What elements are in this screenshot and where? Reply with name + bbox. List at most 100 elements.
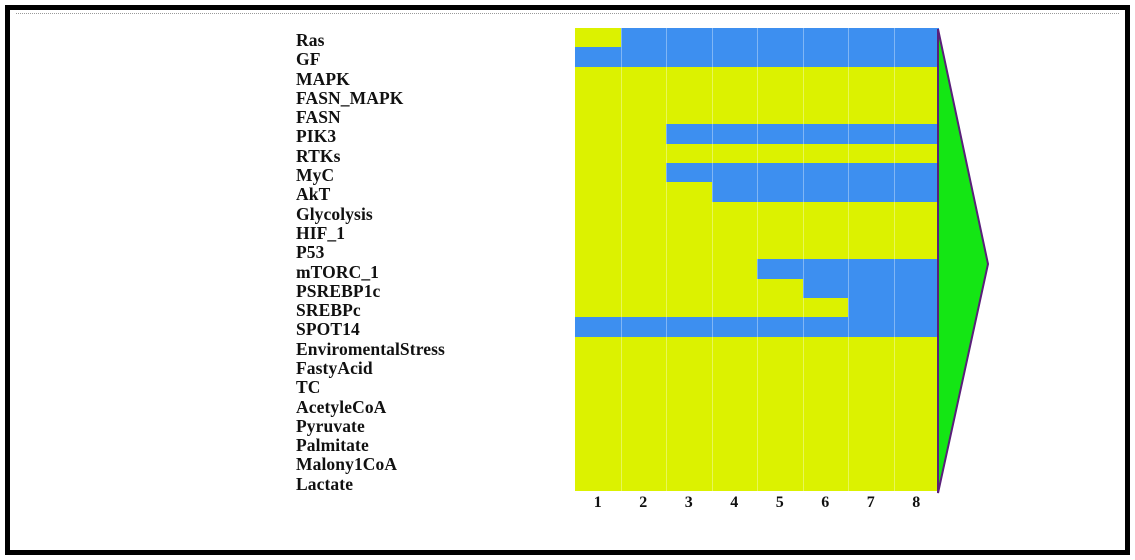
- state-cell: [711, 433, 757, 453]
- state-cell: [711, 124, 757, 144]
- state-cell: [802, 375, 848, 395]
- state-cell: [666, 47, 712, 67]
- state-cell: [757, 201, 803, 221]
- state-cell: [620, 259, 666, 279]
- state-cell: [575, 28, 621, 48]
- column-divider: [711, 28, 713, 491]
- state-cell: [757, 143, 803, 164]
- state-cell: [802, 355, 848, 376]
- state-cell: [848, 182, 894, 202]
- state-cell: [666, 85, 712, 106]
- column-divider: [666, 28, 667, 491]
- state-cell: [757, 317, 803, 337]
- state-cell: [802, 47, 848, 67]
- state-cell: [711, 163, 757, 183]
- row-label: mTORC_1: [296, 261, 380, 282]
- state-cell: [802, 240, 848, 260]
- state-cell: [757, 163, 803, 183]
- row-label: FASN: [296, 107, 341, 128]
- state-cell: [620, 317, 666, 337]
- row-label: PSREBP1c: [296, 280, 381, 301]
- state-cell: [575, 317, 621, 337]
- state-cell: [575, 105, 621, 125]
- row-label: FASN_MAPK: [296, 87, 404, 108]
- state-cell: [666, 201, 712, 221]
- state-cell: [575, 124, 621, 144]
- row-label: MyC: [296, 165, 335, 186]
- state-cell: [666, 259, 712, 279]
- state-cell: [620, 278, 666, 299]
- state-cell: [575, 355, 621, 376]
- state-cell: [802, 163, 848, 183]
- state-cell: [802, 124, 848, 144]
- row-label: TC: [296, 377, 321, 398]
- column-label: 1: [593, 494, 602, 511]
- state-cell: [757, 85, 803, 106]
- row-label: Glycolysis: [296, 203, 373, 224]
- state-cell: [802, 471, 848, 491]
- state-cell: [711, 201, 757, 221]
- state-cell: [575, 66, 621, 86]
- state-cell: [711, 105, 757, 125]
- state-cell: [848, 298, 894, 318]
- state-cell: [575, 278, 621, 299]
- state-cell: [802, 143, 848, 164]
- state-cell: [893, 240, 939, 260]
- state-cell: [666, 298, 712, 318]
- state-cell: [575, 163, 621, 183]
- state-cell: [575, 182, 621, 202]
- state-cell: [848, 259, 894, 279]
- row-label: FastyAcid: [296, 357, 373, 378]
- state-cell: [757, 355, 803, 376]
- state-cell: [893, 452, 939, 472]
- state-cell: [711, 66, 757, 86]
- state-cell: [620, 240, 666, 260]
- state-cell: [802, 394, 848, 414]
- state-cell: [848, 240, 894, 260]
- column-divider: [893, 28, 895, 491]
- state-cell: [802, 66, 848, 86]
- steady-state-arrow: [937, 28, 990, 494]
- state-cell: [620, 28, 666, 48]
- state-cell: [711, 85, 757, 106]
- state-cell: [620, 394, 666, 414]
- state-cell: [620, 105, 666, 125]
- row-label: AkT: [296, 184, 331, 205]
- state-cell: [620, 375, 666, 395]
- state-cell: [666, 317, 712, 337]
- state-cell: [893, 278, 939, 299]
- state-cell: [757, 105, 803, 125]
- state-cell: [802, 105, 848, 125]
- state-cell: [757, 433, 803, 453]
- row-label: HIF_1: [296, 222, 346, 243]
- state-cell: [575, 413, 621, 434]
- state-cell: [711, 355, 757, 376]
- state-cell: [893, 182, 939, 202]
- state-cell: [802, 85, 848, 106]
- state-cell: [620, 85, 666, 106]
- state-cell: [802, 278, 848, 299]
- state-cell: [620, 201, 666, 221]
- state-cell: [575, 240, 621, 260]
- state-cell: [893, 143, 939, 164]
- row-label: MAPK: [296, 68, 350, 89]
- state-cell: [711, 298, 757, 318]
- state-cell: [848, 28, 894, 48]
- row-label: PIK3: [296, 126, 337, 147]
- state-cell: [757, 182, 803, 202]
- row-label: SREBPc: [296, 300, 361, 321]
- state-cell: [893, 413, 939, 434]
- state-cell: [893, 47, 939, 67]
- state-cell: [893, 433, 939, 453]
- state-cell: [575, 433, 621, 453]
- state-cell: [893, 298, 939, 318]
- state-cell: [848, 105, 894, 125]
- row-label: SPOT14: [296, 319, 360, 340]
- state-cell: [893, 471, 939, 491]
- column-labels: 1 2 3 4 5 6 7 8: [575, 494, 939, 514]
- state-cell: [757, 240, 803, 260]
- state-cell: [848, 47, 894, 67]
- state-cell: [757, 47, 803, 67]
- state-cell: [757, 298, 803, 318]
- state-cell: [848, 355, 894, 376]
